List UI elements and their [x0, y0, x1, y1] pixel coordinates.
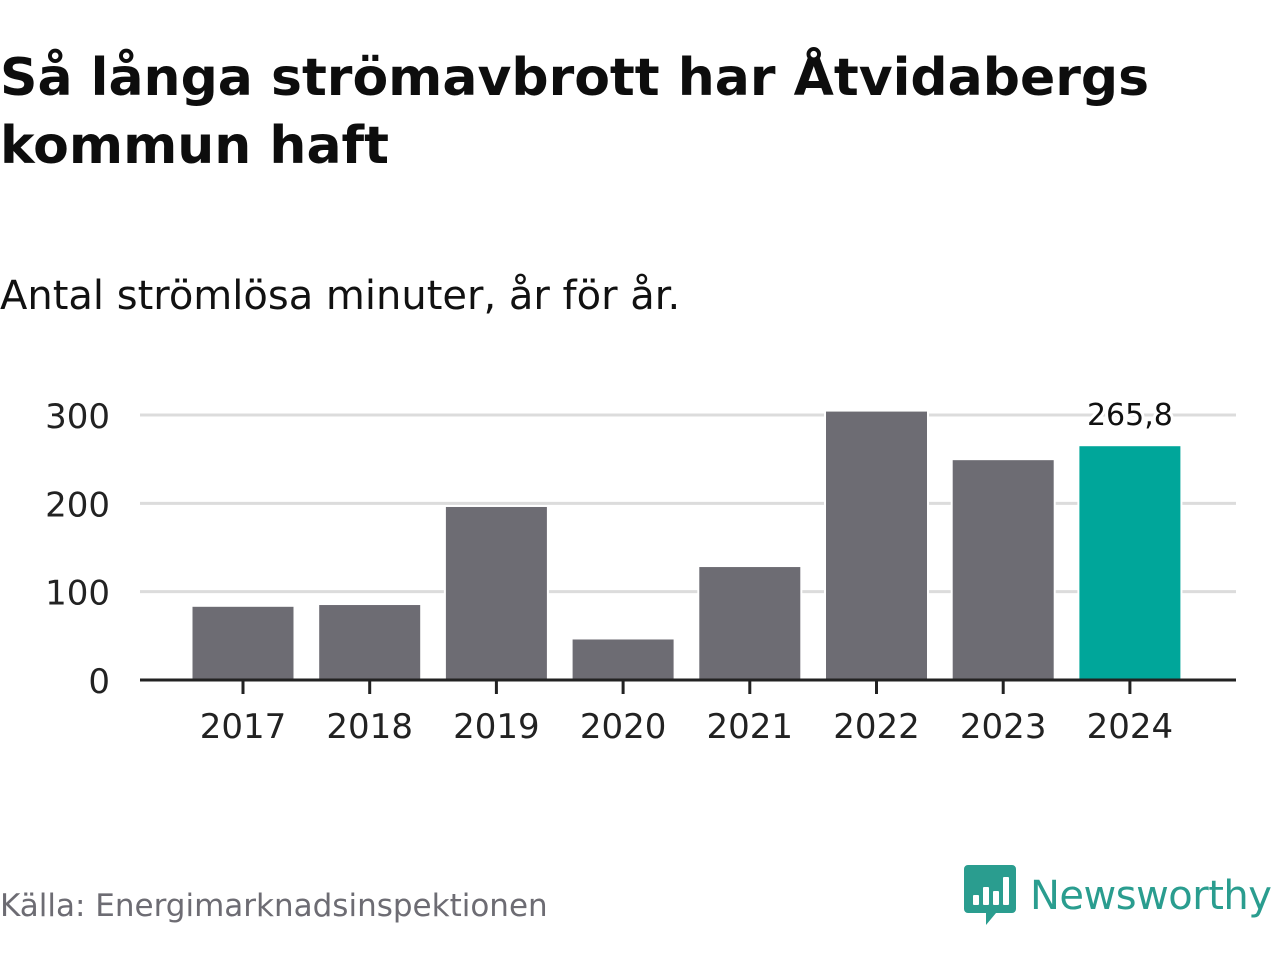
bar-2024	[1077, 444, 1183, 681]
x-axis	[140, 678, 1236, 694]
bars	[190, 409, 1183, 682]
x-tick-label: 2021	[707, 707, 794, 747]
newsworthy-logo[interactable]: Newsworthy	[964, 864, 1272, 928]
x-tick-label: 2018	[326, 707, 413, 747]
x-tick-label: 2024	[1087, 707, 1174, 747]
chart-subtitle: Antal strömlösa minuter, år för år.	[0, 273, 681, 319]
brand-name: Newsworthy	[1030, 873, 1272, 919]
y-tick-label: 200	[45, 485, 110, 525]
y-tick-label: 300	[45, 397, 110, 437]
x-tick-label: 2020	[580, 707, 667, 747]
bar-2018	[317, 603, 423, 682]
bar-chart: 0 100 200 300 2017 2018 2019 2020 2021 2022 2023 20…	[45, 395, 1236, 747]
bar-2017	[190, 604, 296, 681]
tick-labels: 0 100 200 300 2017 2018 2019 2020 2021 2022 2023 20…	[45, 395, 1176, 747]
bar-2021	[697, 565, 803, 681]
y-tick-label: 100	[45, 574, 110, 614]
data-label: 265,8	[1087, 398, 1173, 433]
chart-title: Så långa strömavbrott har Åtvidabergs ko…	[0, 48, 1150, 176]
x-tick-label: 2019	[453, 707, 540, 747]
newsworthy-logo-icon	[964, 865, 1016, 925]
gridlines	[140, 413, 1236, 594]
source-note: Källa: Energimarknadsinspektionen	[0, 888, 548, 924]
x-tick-label: 2022	[833, 707, 920, 747]
bar-2019	[443, 504, 549, 681]
bar-2020	[570, 637, 676, 682]
x-tick-label: 2023	[960, 707, 1047, 747]
y-tick-label: 0	[88, 662, 110, 702]
x-tick-label: 2017	[200, 707, 287, 747]
bar-2023	[950, 458, 1056, 681]
bar-2022	[824, 409, 929, 681]
